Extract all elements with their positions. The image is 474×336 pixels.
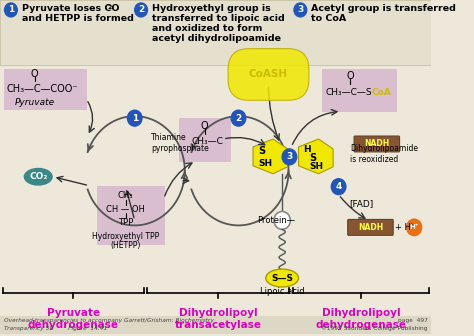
Text: Dihydrolipoyl
dehydrogenase: Dihydrolipoyl dehydrogenase: [315, 308, 406, 330]
Text: (HETPP): (HETPP): [110, 241, 141, 250]
Circle shape: [128, 110, 142, 126]
Text: H: H: [303, 145, 310, 155]
Text: CH₃—C—S: CH₃—C—S: [326, 88, 373, 97]
Text: Overhead transparencies to accompany Garrett/Grisham: Biochemistry: Overhead transparencies to accompany Gar…: [4, 318, 213, 323]
Circle shape: [135, 3, 147, 17]
Text: Hydroxyethyl TPP: Hydroxyethyl TPP: [92, 232, 159, 241]
Text: S: S: [259, 146, 266, 156]
Text: TPP: TPP: [118, 218, 133, 227]
FancyBboxPatch shape: [0, 316, 431, 334]
Ellipse shape: [266, 269, 299, 287]
Text: acetyl dihydrolipoamide: acetyl dihydrolipoamide: [152, 34, 281, 43]
Text: Hydroxyethyl group is: Hydroxyethyl group is: [152, 4, 271, 13]
Text: CoASH: CoASH: [249, 70, 288, 80]
Text: CoA: CoA: [371, 88, 391, 97]
Text: NADH: NADH: [358, 223, 383, 232]
Text: [FAD]: [FAD]: [349, 199, 374, 208]
Text: page  497: page 497: [398, 318, 428, 323]
Text: CH₃: CH₃: [118, 191, 133, 200]
Text: and HETPP is formed: and HETPP is formed: [22, 14, 134, 24]
Circle shape: [406, 218, 422, 236]
Text: 2: 2: [108, 5, 112, 10]
Text: ©1995 Saunders College Publishing: ©1995 Saunders College Publishing: [321, 326, 428, 332]
Circle shape: [231, 110, 246, 126]
FancyBboxPatch shape: [0, 0, 431, 65]
Text: 1: 1: [8, 5, 14, 14]
Text: 3: 3: [286, 153, 292, 161]
Text: O: O: [346, 72, 354, 81]
Text: Dihydrolipoyl
transacetylase: Dihydrolipoyl transacetylase: [175, 308, 262, 330]
Text: SH: SH: [259, 159, 273, 168]
Text: Pyruvate
dehydrogenase: Pyruvate dehydrogenase: [28, 308, 119, 330]
Text: to CoA: to CoA: [311, 14, 346, 24]
Circle shape: [5, 3, 17, 17]
Text: S: S: [310, 153, 317, 163]
Text: Pyruvate: Pyruvate: [15, 98, 55, 107]
Text: + H: + H: [395, 223, 411, 232]
FancyBboxPatch shape: [4, 69, 87, 110]
Text: 3: 3: [297, 5, 303, 14]
Text: SH: SH: [310, 162, 324, 171]
Text: H⁺: H⁺: [410, 224, 419, 230]
Text: Pyruvate loses CO: Pyruvate loses CO: [22, 4, 119, 13]
FancyBboxPatch shape: [354, 136, 400, 152]
Text: CH₃—C—COO⁻: CH₃—C—COO⁻: [6, 84, 78, 94]
Polygon shape: [299, 139, 333, 174]
Text: CO₂: CO₂: [29, 172, 47, 181]
Circle shape: [294, 3, 307, 17]
Text: O: O: [201, 121, 209, 131]
Text: O: O: [31, 70, 38, 80]
Text: Transparency 59        Figure  14.41: Transparency 59 Figure 14.41: [4, 326, 107, 331]
Text: CH₃—C: CH₃—C: [191, 137, 223, 146]
FancyBboxPatch shape: [322, 69, 397, 112]
Text: Thiamine
pyrophosphate: Thiamine pyrophosphate: [151, 133, 209, 153]
FancyBboxPatch shape: [179, 118, 231, 162]
Circle shape: [274, 211, 291, 229]
Ellipse shape: [24, 168, 53, 186]
Text: 4: 4: [336, 182, 342, 191]
Text: 2: 2: [138, 5, 144, 14]
Text: 2: 2: [236, 114, 242, 123]
Text: NADH: NADH: [364, 139, 390, 149]
FancyBboxPatch shape: [348, 219, 393, 235]
Text: Dihydrolipoamide
is reoxidized: Dihydrolipoamide is reoxidized: [350, 143, 419, 164]
Text: Lipoic acid: Lipoic acid: [260, 287, 304, 296]
Circle shape: [282, 149, 297, 165]
Text: and oxidized to form: and oxidized to form: [152, 24, 263, 33]
Text: CH — OH: CH — OH: [106, 205, 145, 214]
Text: +: +: [409, 222, 414, 227]
Text: Protein—: Protein—: [256, 216, 295, 225]
Text: Acetyl group is transferred: Acetyl group is transferred: [311, 4, 456, 13]
Circle shape: [331, 179, 346, 195]
FancyBboxPatch shape: [97, 186, 165, 245]
Text: 1: 1: [132, 114, 138, 123]
Text: transferred to lipoic acid: transferred to lipoic acid: [152, 14, 285, 24]
Text: S—S: S—S: [271, 274, 293, 283]
Polygon shape: [253, 139, 288, 174]
